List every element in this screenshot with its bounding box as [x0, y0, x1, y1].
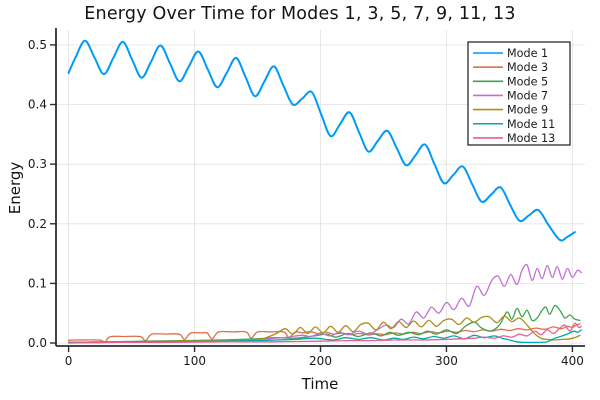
chart-title: Energy Over Time for Modes 1, 3, 5, 7, 9… [84, 4, 516, 24]
x-axis-label: Time [301, 375, 339, 393]
legend-box [467, 41, 571, 146]
y-tick-label: 0.0 [28, 336, 47, 350]
series-line-mode-11 [67, 329, 582, 344]
legend-label-mode-7: Mode 7 [507, 89, 548, 102]
legend-label-mode-3: Mode 3 [507, 61, 548, 74]
legend-label-mode-11: Mode 11 [507, 118, 555, 131]
legend-label-mode-1: Mode 1 [507, 47, 548, 60]
series-line-mode-1 [67, 39, 576, 242]
x-tick-label: 100 [183, 354, 206, 368]
legend-label-mode-13: Mode 13 [507, 132, 555, 145]
series-line-mode-13 [67, 322, 582, 344]
x-tick-label: 400 [561, 354, 584, 368]
x-tick-label: 0 [65, 354, 73, 368]
y-tick-label: 0.5 [28, 38, 47, 52]
y-tick-label: 0.4 [28, 98, 47, 112]
legend-label-mode-9: Mode 9 [507, 104, 548, 117]
series-line-mode-3 [67, 323, 581, 343]
y-tick-label: 0.1 [28, 276, 47, 290]
y-tick-label: 0.3 [28, 157, 47, 171]
legend-label-mode-5: Mode 5 [507, 75, 548, 88]
series-line-mode-7 [67, 263, 582, 344]
y-tick-label: 0.2 [28, 217, 47, 231]
x-tick-label: 200 [309, 354, 332, 368]
x-tick-label: 300 [435, 354, 458, 368]
series-line-mode-5 [67, 304, 581, 344]
series-line-mode-9 [67, 315, 581, 344]
